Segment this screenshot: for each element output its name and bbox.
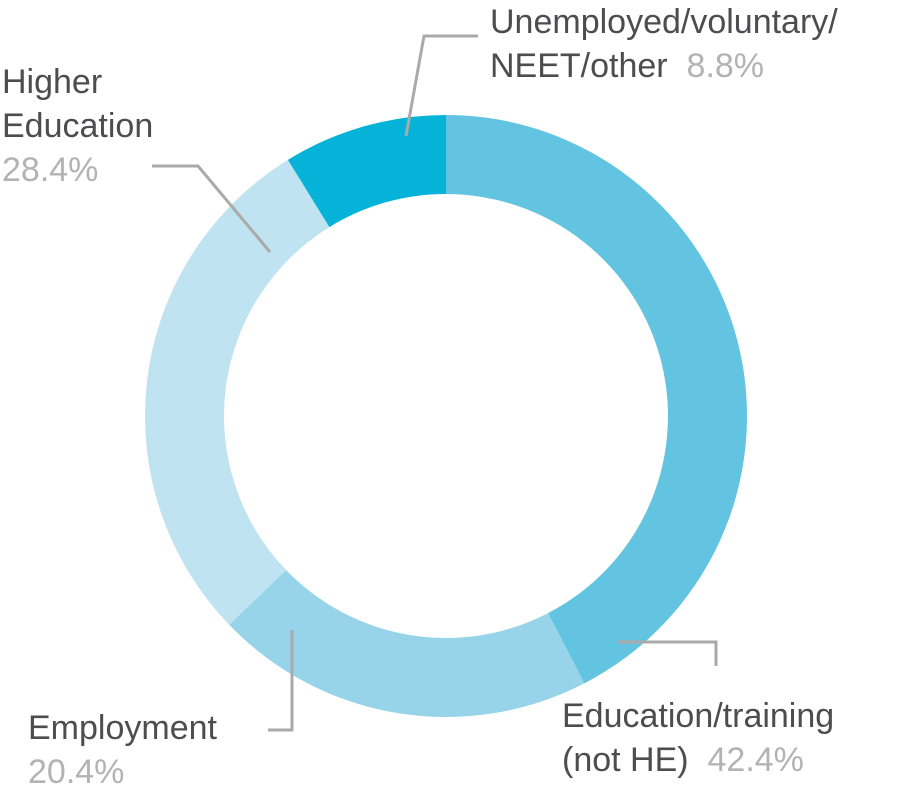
label-higher-education-line1: Higher (2, 63, 103, 101)
leader-unemployed (404, 34, 478, 137)
label-unemployed: Unemployed/voluntary/ NEET/other 8.8% (490, 0, 838, 88)
slice-higher-education (144, 159, 330, 625)
label-education-training: Education/training (not HE) 42.4% (562, 694, 834, 782)
label-higher-education-line2: Education (2, 107, 154, 145)
label-education-training-line1: Education/training (562, 697, 835, 735)
donut-slices (144, 115, 748, 717)
leader-higher-education (152, 164, 272, 253)
slice-unemployed (287, 115, 446, 228)
value-higher-education: 28.4% (2, 151, 99, 189)
slice-education-training (446, 115, 748, 684)
value-education-training: 42.4% (707, 741, 804, 779)
label-higher-education: Higher Education 28.4% (2, 60, 153, 192)
label-unemployed-line2: NEET/other (490, 47, 668, 85)
value-employment: 20.4% (28, 753, 125, 791)
label-employment-line1: Employment (28, 709, 217, 747)
value-unemployed: 8.8% (686, 47, 765, 85)
label-education-training-line2: (not HE) (562, 741, 689, 779)
label-unemployed-line1: Unemployed/voluntary/ (490, 3, 838, 41)
leader-employment (268, 630, 294, 732)
leader-lines (152, 34, 718, 732)
slice-employment (229, 569, 585, 717)
label-employment: Employment 20.4% (28, 706, 217, 794)
leader-education-training (618, 640, 718, 666)
